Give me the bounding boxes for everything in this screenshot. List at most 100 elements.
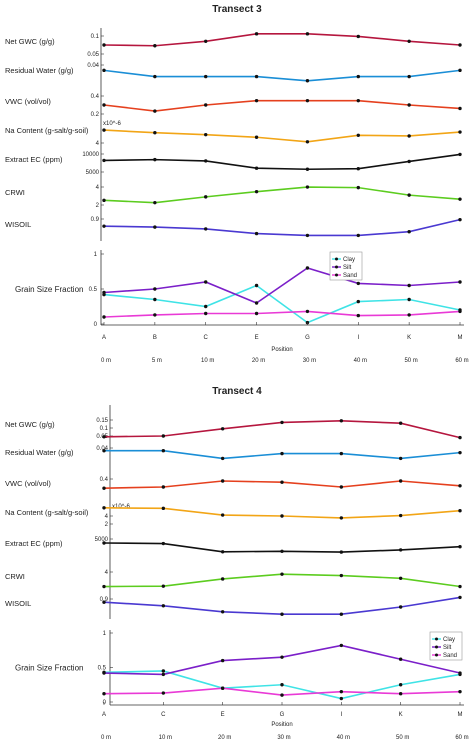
data-point [280,420,284,425]
row-label: Extract EC (ppm) [5,539,63,548]
row-na-content-g-salt-g-soil: Na Content (g-salt/g-soil) x10^-6 4 [5,121,462,147]
distance-label: 20 m [218,735,231,741]
legend-marker [435,645,438,649]
grain-axis-label: Grain Size Fraction [15,285,83,294]
data-point [356,185,360,190]
data-point [161,541,166,546]
data-point [254,166,259,170]
data-point [305,233,310,238]
data-point [204,280,208,284]
row-label: VWC (vol/vol) [5,97,51,106]
series-line-silt [103,644,461,676]
row-na-content-g-salt-g-soil: Na Content (g-salt/g-soil) x10^-64 2 [5,504,462,528]
data-point [458,197,462,201]
data-point [102,158,106,163]
data-point [398,513,403,518]
data-point [280,480,284,484]
data-point [356,233,360,238]
data-point [458,450,462,455]
data-point [161,672,166,677]
data-point [458,280,462,284]
distance-label: 30 m [277,735,290,741]
distance-label: 60 m [455,735,468,741]
data-point [280,612,284,616]
data-point [254,32,259,36]
distance-label: 40 m [354,358,367,364]
data-point [280,514,284,518]
data-point [339,689,344,694]
data-point [153,297,157,302]
tick-label: 0.05 [87,52,99,58]
x-tick-label: G [305,335,310,341]
series-line [103,218,461,237]
grain-axis-label: Grain Size Fraction [15,664,83,673]
x-tick-label: A [102,712,106,718]
data-point [356,34,360,39]
data-point [204,311,208,316]
data-point [153,200,157,205]
distance-label: 50 m [396,735,409,741]
data-point [407,193,411,197]
tick-label: 10000 [82,152,99,158]
data-point [356,299,360,304]
x-tick-label: K [407,335,411,341]
legend-marker [435,653,438,657]
data-point [407,134,411,138]
data-point [102,671,106,675]
data-point [398,576,403,580]
data-point [204,195,208,199]
data-point [254,283,259,288]
data-point [204,159,208,163]
data-point [305,98,310,103]
data-point [458,435,462,440]
data-point [458,152,462,157]
data-point [220,456,225,461]
series-line [103,596,461,616]
data-point [280,693,284,697]
tick-label: 1 [103,631,107,637]
data-point [220,479,225,483]
data-point [458,584,462,589]
data-point [102,43,106,47]
transect-3-panel: Transect 3 Net GWC (g/g) 0.1 0.05 Residual W… [5,4,469,364]
data-point [339,612,344,616]
series-line [103,129,461,143]
data-point [254,189,259,194]
data-point [407,159,411,164]
tick-label: 0.9 [100,597,109,603]
distance-label: 40 m [337,735,350,741]
data-point [102,486,106,490]
data-point [356,281,360,286]
data-point [305,266,310,270]
data-point [161,669,166,673]
data-point [280,655,284,659]
tick-label: 5000 [86,170,100,176]
distance-label: 10 m [201,358,214,364]
data-point [407,230,411,234]
data-point [102,103,106,107]
row-label: CRWI [5,572,25,581]
data-point [458,106,462,111]
legend-label: Sand [343,273,357,279]
tick-label: 0.5 [89,287,98,293]
series-line [103,99,461,112]
series-line [103,573,461,588]
row-wisoil: WISOIL 0.9 [5,595,462,616]
data-point [339,550,344,554]
data-point [153,313,157,317]
legend-marker [335,265,338,269]
tick-label: 0.4 [91,94,100,100]
row-vwc-vol-vol: VWC (vol/vol) 0.4 [5,477,462,490]
data-point [161,434,166,438]
tick-label: 0.1 [100,426,109,432]
data-point [458,545,462,549]
grain-size-plot: Grain Size Fraction 1 0.5 0 [15,250,464,328]
data-point [204,227,208,231]
tick-label: 0.5 [98,666,107,672]
x-tick-label: C [204,335,209,341]
distance-label: 0 m [101,358,111,364]
data-point [204,39,208,43]
series-line-silt [103,267,461,304]
